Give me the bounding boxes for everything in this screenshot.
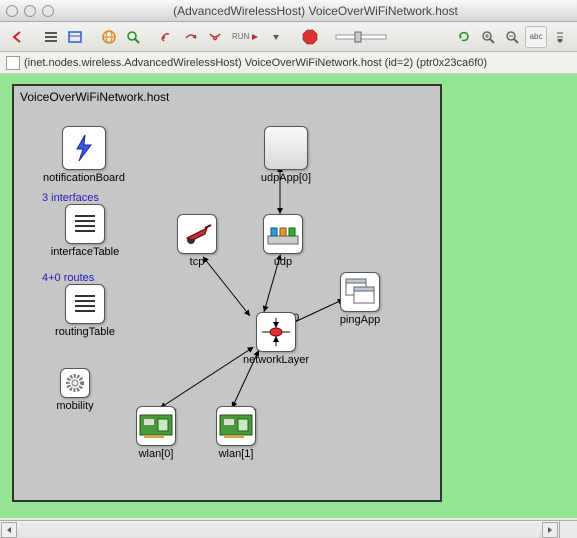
lightning-icon: [62, 126, 106, 170]
nic-icon: [136, 406, 176, 446]
bins-icon: [263, 214, 303, 254]
gear-icon: [60, 368, 90, 398]
more-button[interactable]: [549, 26, 571, 48]
scroll-right-button[interactable]: [542, 522, 558, 538]
zoom-in-button[interactable]: [477, 26, 499, 48]
node-routingTable[interactable]: routingTable: [40, 284, 130, 338]
compound-module[interactable]: VoiceOverWiFiNetwork.host 3 interfaces 4…: [12, 84, 442, 502]
node-interfaceTable[interactable]: interfaceTable: [40, 204, 130, 258]
run-button[interactable]: RUN: [228, 26, 263, 48]
horizontal-scrollbar[interactable]: [0, 520, 559, 538]
step-back-button[interactable]: [156, 26, 178, 48]
node-udpApp[interactable]: udpApp[0]: [256, 126, 316, 184]
node-networkLayer[interactable]: networkLayer: [236, 312, 316, 366]
node-notificationBoard[interactable]: notificationBoard: [34, 126, 134, 184]
module-title: VoiceOverWiFiNetwork.host: [20, 90, 169, 104]
step-over-button[interactable]: [180, 26, 202, 48]
windows-icon: [340, 272, 380, 312]
node-mobility[interactable]: mobility: [50, 368, 100, 412]
globe-button[interactable]: [98, 26, 120, 48]
blank-icon: [264, 126, 308, 170]
network-icon: [256, 312, 296, 352]
annot-routes: 4+0 routes: [42, 272, 94, 284]
run-dropdown[interactable]: [265, 26, 287, 48]
refresh-button[interactable]: [453, 26, 475, 48]
lines-icon: [65, 204, 105, 244]
node-tcp[interactable]: tcp: [172, 214, 222, 268]
list-view-button[interactable]: [40, 26, 62, 48]
canvas[interactable]: VoiceOverWiFiNetwork.host 3 interfaces 4…: [0, 74, 577, 518]
node-wlan1[interactable]: wlan[1]: [206, 406, 266, 460]
toolbar: RUN abc: [0, 22, 577, 52]
nic-icon: [216, 406, 256, 446]
annot-interfaces: 3 interfaces: [42, 192, 99, 204]
step-into-button[interactable]: [204, 26, 226, 48]
breadcrumb-text: (inet.nodes.wireless.AdvancedWirelessHos…: [24, 57, 487, 69]
find-button[interactable]: [122, 26, 144, 48]
card-view-button[interactable]: [64, 26, 86, 48]
scroll-corner: [559, 520, 577, 538]
traffic-min[interactable]: [24, 5, 36, 17]
traffic-close[interactable]: [6, 5, 18, 17]
scroll-track[interactable]: [20, 523, 539, 537]
node-udp[interactable]: udp: [258, 214, 308, 268]
stop-button[interactable]: [299, 26, 321, 48]
node-wlan0[interactable]: wlan[0]: [126, 406, 186, 460]
traffic-zoom[interactable]: [42, 5, 54, 17]
back-button[interactable]: [6, 26, 28, 48]
zoom-out-button[interactable]: [501, 26, 523, 48]
breadcrumb-bar: (inet.nodes.wireless.AdvancedWirelessHos…: [0, 52, 577, 74]
speed-slider[interactable]: [333, 26, 389, 48]
window-titlebar: (AdvancedWirelessHost) VoiceOverWiFiNetw…: [0, 0, 577, 22]
wheelbarrow-icon: [177, 214, 217, 254]
lines-icon: [65, 284, 105, 324]
node-pingApp[interactable]: pingApp: [330, 272, 390, 326]
labels-button[interactable]: abc: [525, 26, 547, 48]
scroll-left-button[interactable]: [1, 522, 17, 538]
module-icon: [6, 56, 20, 70]
window-title: (AdvancedWirelessHost) VoiceOverWiFiNetw…: [60, 4, 571, 18]
